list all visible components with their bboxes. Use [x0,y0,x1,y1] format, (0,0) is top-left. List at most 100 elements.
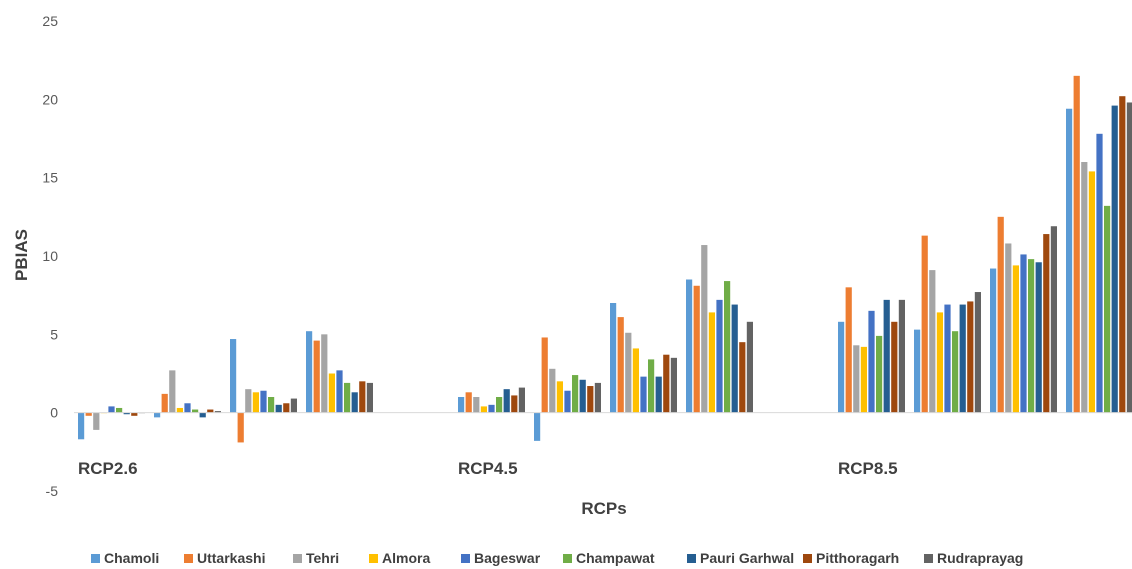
bar-pauri-garhwal [883,299,890,413]
bar-almora [252,392,259,413]
bar-pauri-garhwal [123,412,130,415]
bar-almora [480,406,487,413]
bar-bageswar [488,404,495,413]
bar-chamoli [838,321,845,413]
bar-chamoli [610,303,617,413]
bar-uttarkashi [617,317,624,413]
bar-pitthoragarh [967,301,974,413]
legend-label: Tehri [306,550,339,566]
bar-pitthoragarh [739,342,746,413]
bar-rudraprayag [974,292,981,413]
y-tick-label: -5 [46,483,59,499]
bar-bageswar [184,403,191,413]
bar-tehri [853,345,860,413]
bar-pauri-garhwal [1111,105,1118,413]
bar-rudraprayag [898,299,905,413]
legend-swatch [184,554,193,563]
bar-pitthoragarh [511,395,518,413]
bar-pitthoragarh [1119,96,1126,413]
bar-chamoli [1066,108,1073,413]
legend-swatch [369,554,378,563]
y-tick-label: 5 [50,326,58,342]
bar-champawat [724,281,731,413]
bar-bageswar [640,376,647,413]
legend-swatch [563,554,572,563]
group-labels: RCP2.6 RCP4.5 RCP8.5 [78,459,898,478]
bars [78,75,1132,443]
bar-tehri [701,245,708,413]
y-tick-label: 10 [42,248,58,264]
bar-pitthoragarh [891,321,898,413]
bar-chamoli [230,339,237,413]
bar-rudraprayag [1050,226,1057,413]
bar-rudraprayag [746,321,753,413]
bar-uttarkashi [85,412,92,416]
bar-chamoli [534,412,541,441]
legend-label: Pauri Garhwal [700,550,794,566]
bar-almora [936,312,943,413]
bar-pauri-garhwal [275,404,282,413]
bar-champawat [496,397,503,413]
bar-pitthoragarh [359,381,366,413]
bar-rudraprayag [366,382,373,413]
bar-bageswar [1020,254,1027,413]
bar-rudraprayag [1126,102,1132,413]
bar-tehri [549,368,556,413]
bar-uttarkashi [465,392,472,413]
bar-tehri [93,412,100,430]
bar-rudraprayag [214,411,221,413]
bar-bageswar [336,370,343,413]
legend-label: Rudraprayag [937,550,1023,566]
bar-almora [1088,171,1095,413]
bar-champawat [192,409,199,413]
bar-pauri-garhwal [199,412,206,418]
bar-almora [328,373,335,413]
bar-rudraprayag [594,382,601,413]
bar-pauri-garhwal [655,376,662,413]
bar-pitthoragarh [283,403,290,413]
bar-tehri [169,370,176,413]
bar-pitthoragarh [1043,234,1050,413]
bar-almora [632,348,639,413]
y-tick-label: 0 [50,405,58,421]
group-label: RCP4.5 [458,459,518,478]
bar-bageswar [1096,133,1103,413]
legend: Chamoli Uttarkashi Tehri Almora Bageswar Cham… [91,550,1023,566]
bar-almora [1012,265,1019,413]
bar-pauri-garhwal [731,304,738,413]
bar-tehri [473,397,480,413]
legend-label: Champawat [576,550,655,566]
bar-uttarkashi [313,340,320,413]
legend-swatch [91,554,100,563]
bar-chamoli [78,412,85,440]
bar-champawat [268,397,275,413]
bar-uttarkashi [921,235,928,413]
legend-label: Chamoli [104,550,159,566]
bar-almora [556,381,563,413]
bar-chamoli [990,268,997,413]
bar-champawat [876,335,883,413]
bar-rudraprayag [290,398,297,413]
bar-almora [708,312,715,413]
legend-swatch [803,554,812,563]
bar-bageswar [944,304,951,413]
bar-bageswar [716,299,723,413]
bar-uttarkashi [845,287,852,413]
bar-chamoli [458,397,465,413]
bar-tehri [245,389,252,413]
legend-swatch [687,554,696,563]
bar-chamoli [154,412,161,418]
legend-label: Uttarkashi [197,550,265,566]
legend-label: Bageswar [474,550,541,566]
bar-champawat [648,359,655,413]
bar-pitthoragarh [587,386,594,413]
bar-tehri [321,334,328,413]
y-tick-label: 15 [42,170,58,186]
bar-pauri-garhwal [579,379,586,413]
bar-champawat [344,382,351,413]
bar-chamoli [914,329,921,413]
y-tick-label: 25 [42,13,58,29]
bar-tehri [625,332,632,413]
y-axis-ticks: -5 0 5 10 15 20 25 [42,13,58,499]
bar-pitthoragarh [663,354,670,413]
